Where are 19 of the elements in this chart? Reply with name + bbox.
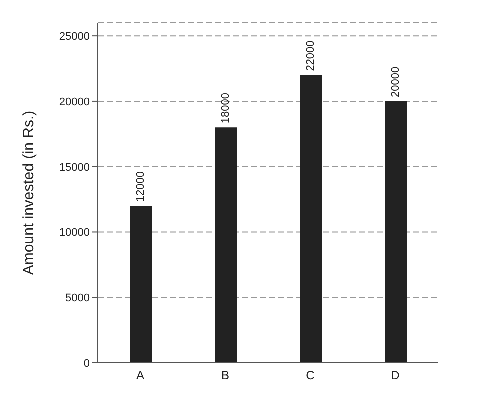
y-tick-label: 15000 (59, 162, 90, 174)
x-tick-label: C (306, 368, 316, 383)
bar (300, 75, 322, 363)
bar (215, 128, 237, 363)
data-label: 22000 (305, 40, 317, 72)
x-tick-label: D (391, 368, 400, 383)
data-label: 12000 (135, 171, 147, 202)
y-axis-title: Amount invested (in Rs.) (20, 110, 38, 276)
x-tick-label: B (221, 368, 230, 383)
y-tick-label: 20000 (59, 96, 90, 108)
data-label: 20000 (390, 66, 402, 98)
data-label: 18000 (220, 93, 232, 124)
y-tick-label: 5000 (66, 292, 90, 305)
x-tick-label: A (136, 368, 145, 383)
y-tick-label: 0 (84, 358, 90, 370)
bar (130, 206, 152, 363)
bar (385, 101, 407, 363)
y-tick-label: 25000 (59, 30, 90, 43)
y-tick-label: 10000 (59, 227, 90, 240)
